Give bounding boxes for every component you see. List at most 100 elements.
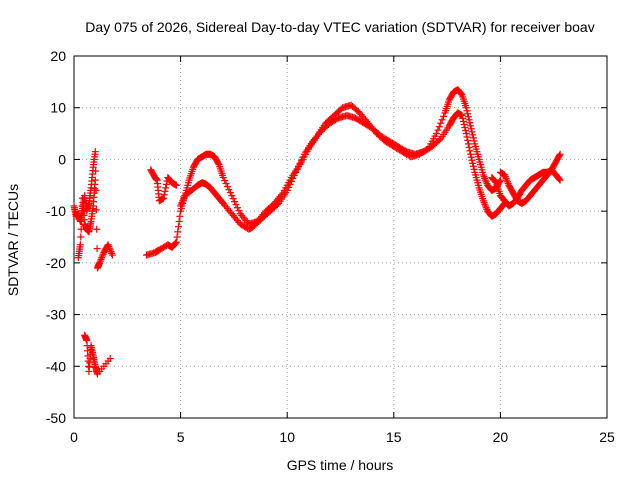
point-early-spread-f [91, 176, 99, 184]
point-scatter-h-dense [161, 187, 169, 195]
point-high-arc-b-dense [463, 107, 471, 115]
point-high-arc-b-dense [231, 198, 239, 206]
point-low-arc-a-dense [173, 233, 181, 241]
point-high-arc-b-dense [467, 125, 475, 133]
x-axis-ticks: 0 5 10 15 20 25 [70, 56, 615, 445]
point-high-arc-b [462, 104, 470, 112]
point-low-arc-a-dense [461, 124, 469, 132]
point-low-arc-a-dense [467, 153, 475, 161]
point-east-cluster-d-dense [502, 174, 510, 182]
y-tick-label: -10 [46, 203, 66, 219]
y-tick-label: 10 [50, 100, 66, 116]
point-low-arc-a-dense [175, 217, 183, 225]
point-high-arc-b-dense [222, 180, 230, 188]
point-scatter-h [160, 194, 168, 202]
point-high-arc-b-dense [179, 195, 187, 203]
point-low-arc-a [172, 238, 180, 246]
y-tick-label: -30 [46, 307, 66, 323]
point-low-arc-a-dense [462, 127, 470, 135]
point-high-arc-b [496, 176, 504, 184]
point-early-cluster-e-dense [98, 252, 106, 260]
point-early-cluster-e-dense [99, 250, 107, 258]
point-high-arc-b [467, 122, 475, 130]
point-high-arc-b-dense [469, 134, 477, 142]
point-early-cluster-e-dense [106, 244, 114, 252]
point-high-arc-b-dense [457, 90, 465, 98]
point-early-cluster-e-dense [98, 254, 106, 262]
point-low-arc-a-dense [174, 223, 182, 231]
point-high-arc-b-dense [225, 186, 233, 194]
point-high-arc-b-dense [437, 119, 445, 127]
point-high-arc-b-dense [464, 113, 472, 121]
point-early-cluster-e-dense [92, 206, 100, 214]
y-tick-label: -20 [46, 255, 66, 271]
point-low-arc-a [462, 130, 470, 138]
point-early-cluster-e [108, 251, 116, 259]
point-east-cluster-c-dense [555, 175, 563, 183]
point-low-arc-a [467, 150, 475, 158]
point-high-arc-b-dense [470, 137, 478, 145]
point-low-arc-a-dense [459, 114, 467, 122]
point-low-arc-a [458, 111, 466, 119]
x-tick-label: 10 [279, 429, 295, 445]
point-east-cluster-c [556, 176, 564, 184]
point-east-cluster-d-dense [555, 152, 563, 160]
point-low-arc-a-dense [480, 199, 488, 207]
data-points [70, 86, 564, 378]
point-high-arc-b-dense [235, 207, 243, 215]
point-east-cluster-c-dense [555, 174, 563, 182]
point-low-arc-a-dense [172, 239, 180, 247]
point-high-arc-b-dense [178, 199, 186, 207]
point-early-cluster-e-dense [105, 242, 113, 250]
gridlines [74, 56, 607, 418]
x-tick-label: 15 [386, 429, 402, 445]
point-high-arc-b [479, 171, 487, 179]
point-high-arc-b [177, 202, 185, 210]
point-early-cluster-e [96, 259, 104, 267]
point-high-arc-b [219, 174, 227, 182]
point-low-arc-a-dense [481, 202, 489, 210]
point-low-arc-a-dense [176, 212, 184, 220]
point-high-arc-b-dense [226, 189, 234, 197]
point-high-arc-b-dense [177, 200, 185, 208]
point-high-arc-b [228, 192, 236, 200]
point-high-arc-b-dense [469, 131, 477, 139]
y-axis-label: SDTVAR / TECUs [5, 184, 21, 296]
point-high-arc-b-dense [232, 201, 240, 209]
x-tick-label: 25 [599, 429, 615, 445]
point-high-arc-b-dense [221, 177, 229, 185]
chart-title: Day 075 of 2026, Sidereal Day-to-day VTE… [85, 19, 594, 35]
point-low-arc-a-dense [466, 147, 474, 155]
point-early-cluster-e [91, 148, 99, 156]
point-early-spread-f-dense [77, 233, 85, 241]
x-axis-label: GPS time / hours [287, 457, 394, 473]
point-early-cluster-e-dense [92, 167, 100, 175]
point-east-cluster-d [501, 171, 509, 179]
point-high-arc-b-dense [434, 126, 442, 134]
point-high-arc-b-dense [180, 193, 188, 201]
plot-frame [73, 55, 608, 419]
point-early-cluster-e-dense [106, 246, 114, 254]
point-high-arc-b-dense [480, 173, 488, 181]
point-east-cluster-c-dense [491, 178, 499, 186]
y-tick-label: 20 [50, 48, 66, 64]
point-east-cluster-d-dense [504, 180, 512, 188]
point-high-arc-b-dense [481, 176, 489, 184]
point-low-arc-a-dense [468, 156, 476, 164]
point-high-arc-b-dense [224, 183, 232, 191]
point-high-arc-b [432, 130, 440, 138]
point-scatter-h [172, 181, 180, 189]
point-low-arc-a-dense [460, 121, 468, 129]
point-high-arc-b-dense [438, 116, 446, 124]
point-east-cluster-c-dense [491, 177, 499, 185]
point-high-arc-b-dense [229, 195, 237, 203]
point-high-arc-b-dense [214, 159, 222, 167]
point-low-arc-a-dense [469, 162, 477, 170]
point-high-arc-b-dense [482, 178, 490, 186]
x-tick-label: 0 [70, 429, 78, 445]
point-high-arc-b-dense [465, 116, 473, 124]
point-scatter-h-dense [160, 191, 168, 199]
y-tick-label: -40 [46, 358, 66, 374]
